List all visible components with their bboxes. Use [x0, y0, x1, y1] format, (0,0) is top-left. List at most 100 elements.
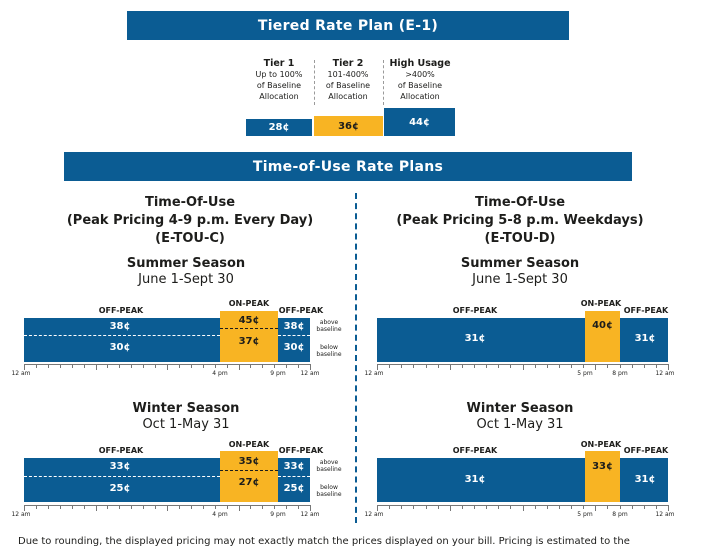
on-peak-above-rate: 35¢: [238, 456, 260, 467]
tier-2-desc-line: Allocation: [328, 92, 368, 101]
axis-tick: [167, 505, 168, 511]
axis-label: 5 pm: [577, 511, 593, 518]
tier-2-price-bar: 36¢: [314, 116, 383, 136]
axis-tick: [595, 364, 597, 370]
axis-label: 8 pm: [612, 511, 628, 518]
plan-title-line: (E-TOU-D): [484, 231, 556, 246]
baseline-divider: [278, 476, 310, 477]
tier-3-desc-line: Allocation: [400, 92, 440, 101]
axis-tick: [571, 364, 572, 368]
axis-label: 12 am: [364, 511, 384, 518]
axis-label: 12 am: [364, 370, 384, 377]
axis-tick: [643, 364, 645, 368]
on-peak-segment: [585, 451, 620, 502]
plan-etouc-title: Time-Of-Use (Peak Pricing 4-9 p.m. Every…: [40, 194, 340, 248]
axis-tick: [389, 364, 391, 368]
off-peak-segment: [278, 318, 310, 362]
axis-tick: [262, 505, 264, 509]
axis-tick: [631, 505, 633, 509]
tier-1-name: Tier 1: [263, 58, 295, 69]
axis-tick: [155, 364, 157, 368]
on-peak-rate: 33¢: [592, 461, 613, 472]
axis-tick: [498, 364, 500, 368]
tier-1-price: 28¢: [268, 122, 290, 133]
off-peak-label: OFF-PEAK: [452, 446, 498, 455]
off-peak-rate: 31¢: [464, 474, 486, 485]
off-peak-segment: [620, 458, 668, 502]
tier-1-desc-line: Up to 100%: [255, 70, 303, 79]
axis-label: 12 am: [11, 370, 31, 377]
axis-tick: [583, 364, 585, 368]
etoud-summer-season: Summer Season June 1-Sept 30: [420, 256, 620, 288]
axis-tick: [510, 505, 512, 509]
season-dates: Oct 1-May 31: [142, 417, 230, 432]
axis-label: 12 am: [300, 511, 320, 518]
axis-tick: [668, 364, 669, 370]
season-name: Summer Season: [460, 256, 580, 271]
axis-tick: [119, 364, 121, 368]
axis-label: 12 am: [300, 370, 320, 377]
axis-tick: [95, 364, 97, 370]
off-peak-label: OFF-PEAK: [452, 306, 498, 315]
note-line: baseline: [316, 326, 342, 333]
axis-tick: [298, 505, 300, 509]
off-peak-label: OFF-PEAK: [278, 306, 324, 315]
axis-tick: [47, 505, 49, 509]
axis-label: 4 pm: [212, 370, 228, 377]
axis-tick: [437, 505, 439, 509]
tier-3-price: 44¢: [409, 116, 430, 128]
axis-tick: [178, 505, 180, 509]
baseline-divider: [24, 476, 220, 477]
off-peak-rate: 31¢: [464, 333, 486, 344]
axis-tick: [643, 505, 645, 509]
axis-tick: [83, 505, 85, 509]
axis-tick: [24, 364, 25, 370]
off-peak-above-rate: 33¢: [109, 461, 131, 472]
axis-tick: [131, 505, 133, 509]
tier-2-desc-line: 101-400%: [327, 70, 369, 79]
off-peak-segment: [377, 458, 585, 502]
axis-tick: [131, 364, 133, 368]
off-peak-segment: [24, 458, 220, 502]
tier-3-desc-line: >400%: [405, 70, 435, 79]
plan-etoud-title: Time-Of-Use (Peak Pricing 5-8 p.m. Weekd…: [370, 194, 670, 248]
tier-3-label: High Usage >400% of Baseline Allocation: [384, 58, 456, 102]
plan-divider: [355, 193, 357, 523]
note-line: below: [320, 344, 338, 351]
axis-label: 9 pm: [270, 370, 286, 377]
axis-tick: [377, 364, 378, 370]
axis-tick: [190, 364, 192, 368]
off-peak-below-rate: 25¢: [109, 483, 131, 494]
on-peak-below-rate: 27¢: [238, 477, 260, 488]
axis-tick: [24, 505, 25, 511]
tier-divider: [314, 60, 315, 105]
axis-label: 12 am: [11, 511, 31, 518]
on-peak-rate: 40¢: [592, 320, 613, 331]
axis-tick: [522, 505, 524, 511]
tier-1-label: Tier 1 Up to 100% of Baseline Allocation: [246, 58, 312, 102]
rounding-footnote: Due to rounding, the displayed pricing m…: [18, 536, 630, 547]
season-dates: Oct 1-May 31: [476, 417, 564, 432]
axis-tick: [83, 364, 85, 368]
axis-tick: [202, 364, 204, 368]
axis-tick: [619, 364, 621, 368]
season-name: Summer Season: [126, 256, 246, 271]
axis-tick: [286, 505, 288, 509]
tier-3-desc-line: of Baseline: [397, 81, 443, 90]
on-peak-above-rate: 45¢: [238, 315, 260, 326]
note-line: baseline: [316, 351, 342, 358]
axis-label: 9 pm: [270, 511, 286, 518]
below-baseline-note: below baseline: [312, 344, 346, 358]
axis-tick: [214, 364, 216, 368]
axis-tick: [107, 505, 109, 509]
axis-tick: [486, 364, 488, 368]
season-dates: June 1-Sept 30: [138, 272, 234, 287]
plan-title-line: (Peak Pricing 4-9 p.m. Every Day): [66, 213, 314, 228]
note-line: above: [319, 459, 339, 466]
axis-tick: [59, 505, 61, 509]
axis-tick: [143, 505, 145, 509]
etoud-winter-season: Winter Season Oct 1-May 31: [420, 401, 620, 433]
axis-tick: [668, 505, 669, 511]
tier-1-desc-line: Allocation: [259, 92, 299, 101]
on-peak-label: ON-PEAK: [228, 440, 270, 449]
